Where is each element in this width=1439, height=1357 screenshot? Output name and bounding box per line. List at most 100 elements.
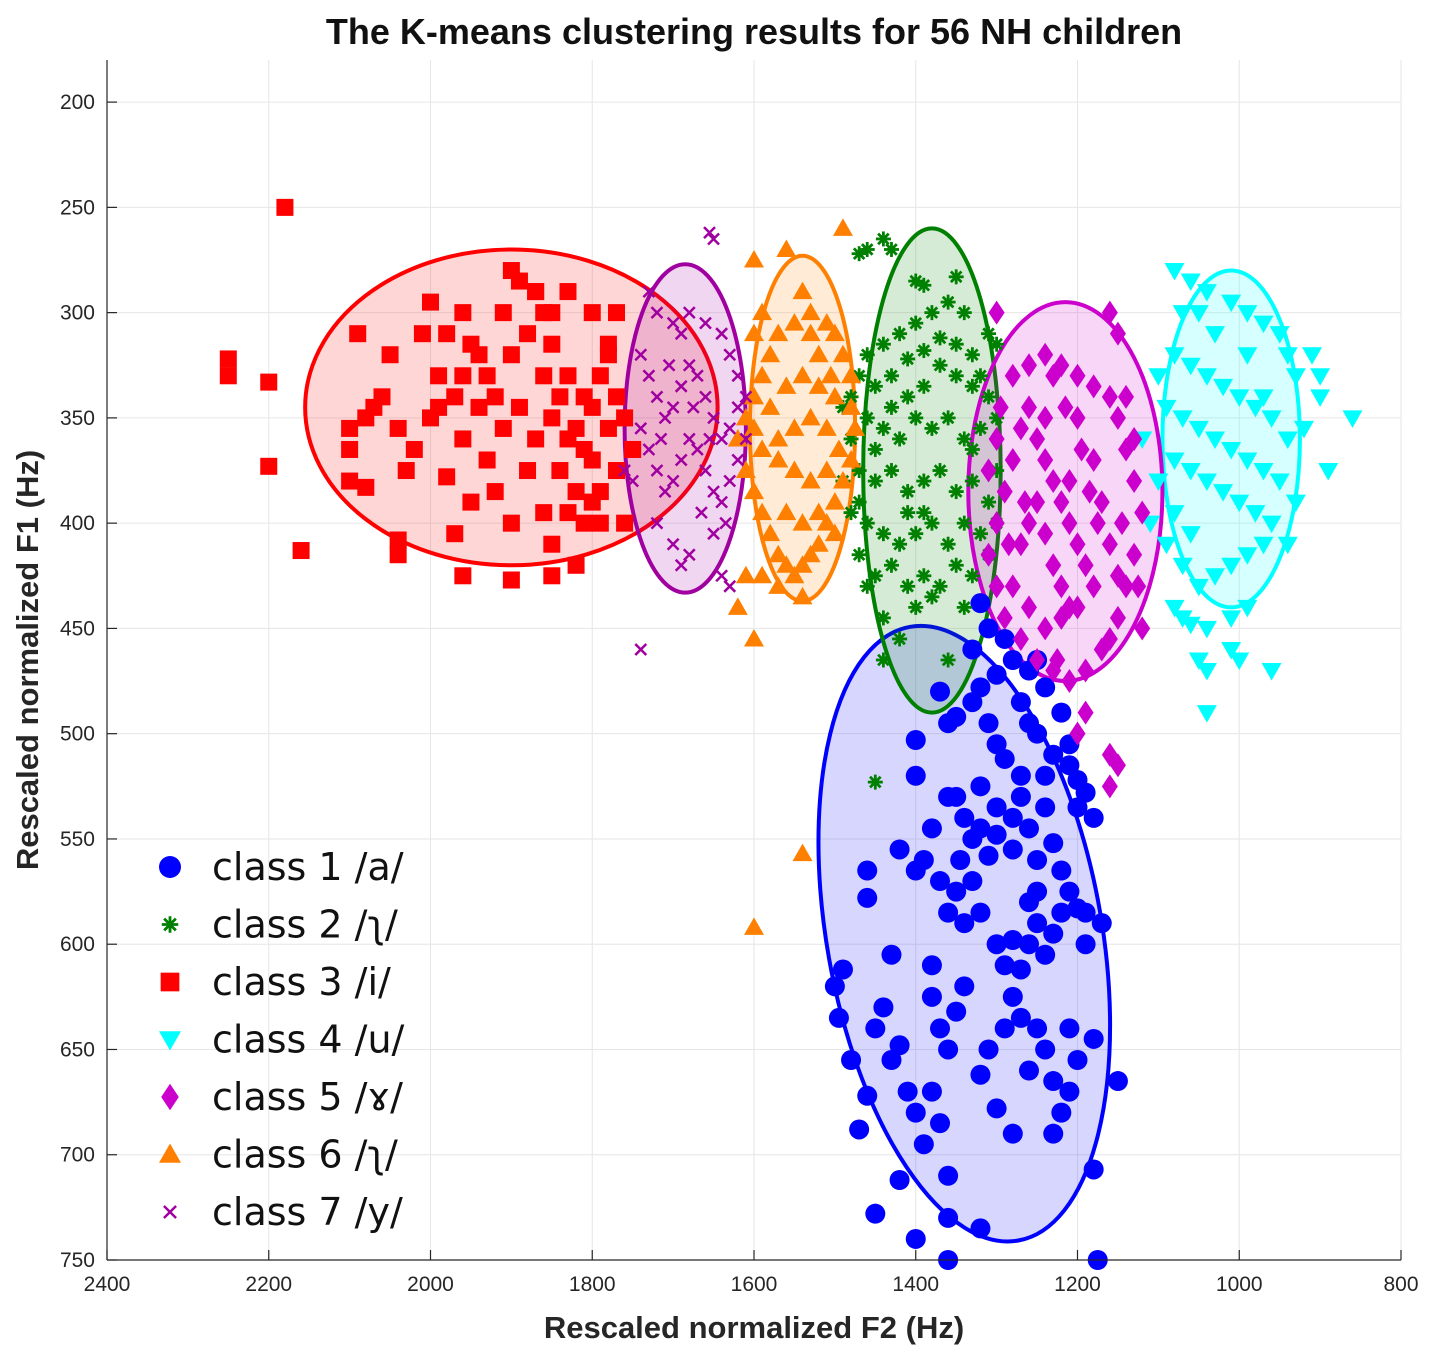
data-point — [1083, 1028, 1104, 1049]
x-stroke — [731, 369, 745, 383]
data-point — [1302, 347, 1323, 365]
x-stroke — [634, 422, 648, 435]
data-point — [543, 409, 561, 427]
data-point — [760, 397, 781, 415]
data-point — [1053, 490, 1070, 515]
data-point — [543, 535, 561, 553]
data-point — [454, 304, 472, 322]
data-point — [1059, 1081, 1080, 1102]
data-point — [970, 776, 991, 797]
data-point — [1002, 930, 1023, 950]
data-point — [1043, 833, 1064, 854]
data-point — [699, 316, 712, 330]
data-point — [857, 1085, 878, 1106]
data-point — [956, 305, 972, 321]
data-point — [981, 389, 997, 405]
data-point — [430, 398, 448, 416]
x-stroke — [715, 432, 729, 446]
data-point — [1318, 463, 1339, 481]
asterisk-stroke — [901, 485, 914, 498]
data-point — [784, 565, 805, 584]
data-point — [921, 1081, 942, 1102]
data-point — [978, 845, 999, 866]
y-tick-label: 250 — [60, 196, 95, 219]
data-point — [583, 493, 601, 511]
x-stroke — [707, 485, 720, 498]
asterisk-stroke — [990, 337, 1003, 351]
data-point — [1010, 1007, 1031, 1028]
data-point — [1002, 1123, 1023, 1144]
asterisk-stroke — [949, 485, 963, 498]
data-point — [851, 547, 867, 563]
data-point — [832, 959, 853, 980]
data-point — [916, 277, 932, 293]
asterisk-stroke — [901, 352, 914, 366]
data-point — [1277, 347, 1298, 365]
data-point — [1012, 626, 1029, 651]
data-point — [752, 439, 773, 457]
data-point — [1085, 574, 1102, 599]
data-point — [905, 1228, 926, 1249]
data-point — [744, 917, 764, 935]
data-point — [784, 313, 805, 331]
y-tick-label: 300 — [60, 302, 95, 325]
asterisk-stroke — [917, 344, 931, 357]
data-point — [940, 294, 956, 310]
data-point — [727, 597, 748, 615]
data-point — [792, 281, 813, 300]
x-stroke — [691, 443, 704, 456]
data-point — [1180, 526, 1201, 544]
data-point — [752, 502, 773, 521]
data-point — [642, 285, 656, 298]
asterisk-stroke — [917, 569, 931, 583]
data-point — [1101, 532, 1118, 557]
data-point — [1010, 959, 1031, 980]
data-point — [1196, 663, 1217, 681]
data-point — [1196, 620, 1217, 639]
data-point — [841, 450, 862, 468]
data-point — [760, 523, 781, 542]
x-stroke — [642, 285, 656, 298]
data-point — [735, 407, 756, 426]
data-point — [707, 485, 720, 498]
data-point — [731, 453, 745, 467]
data-point — [940, 652, 956, 668]
data-point — [792, 555, 813, 573]
data-point — [502, 571, 520, 589]
asterisk-stroke — [925, 516, 939, 530]
data-point — [1221, 557, 1242, 576]
legend-label: class 3 /i/ — [212, 960, 391, 1004]
asterisk-stroke — [860, 348, 874, 362]
data-point — [1204, 568, 1225, 586]
x-axis-ticks: 2400 2200 2000 1800 1600 1400 1200 1000 800 — [84, 1250, 1419, 1296]
data-point — [397, 462, 415, 480]
data-point — [752, 565, 773, 584]
data-point — [715, 327, 729, 341]
data-point — [1027, 850, 1048, 870]
data-point — [662, 358, 676, 372]
data-point — [1027, 913, 1048, 934]
data-point — [357, 478, 375, 496]
data-point — [1051, 1102, 1072, 1123]
series-1-points — [824, 593, 1128, 1270]
data-point — [1261, 663, 1282, 681]
data-point — [341, 419, 359, 437]
data-point — [535, 367, 553, 385]
data-point — [859, 515, 875, 531]
asterisk-stroke — [885, 369, 898, 383]
data-point — [1221, 294, 1242, 313]
asterisk-stroke — [852, 495, 866, 509]
legend-item-1: class 1 /a/ — [159, 845, 404, 889]
series-4-points — [1132, 263, 1363, 723]
x-stroke — [723, 579, 737, 593]
data-point — [972, 368, 988, 384]
data-point — [905, 765, 926, 786]
data-point — [970, 1218, 991, 1239]
data-point — [964, 568, 980, 584]
asterisk-stroke — [982, 495, 995, 509]
data-point — [715, 495, 729, 509]
x-stroke — [695, 506, 708, 520]
x-stroke — [723, 348, 737, 362]
data-point — [954, 807, 975, 828]
data-point — [1196, 368, 1217, 386]
